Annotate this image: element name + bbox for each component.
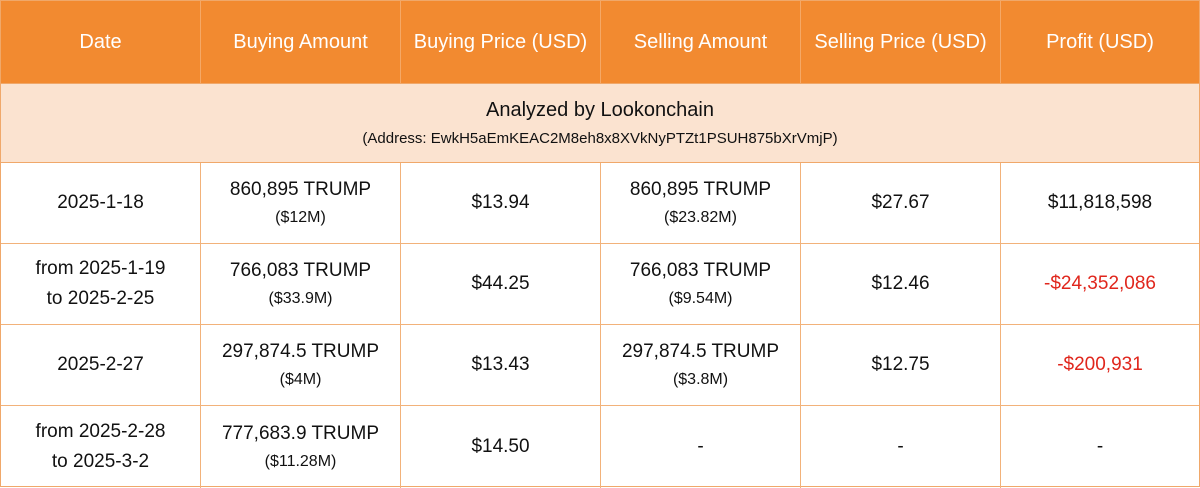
date-cell: from 2025-1-19 to 2025-2-25	[1, 244, 201, 324]
profit-cell: $11,818,598	[1047, 192, 1153, 213]
buying-amount: 860,895 TRUMP	[229, 179, 372, 200]
header-profit: Profit (USD)	[1046, 30, 1154, 53]
buying-price-cell: $13.43	[401, 325, 601, 405]
date-cell: 2025-1-18	[1, 163, 201, 243]
header-date: Date	[1, 1, 201, 83]
wallet-address: (Address: EwkH5aEmKEAC2M8eh8x8XVkNyPTZt1…	[362, 130, 838, 147]
date-line-2: to 2025-2-25	[46, 288, 155, 309]
header-buying-price: Buying Price (USD)	[401, 1, 601, 83]
date-line-2: to 2025-3-2	[51, 451, 150, 472]
selling-price-cell: $12.46	[801, 244, 1001, 324]
analysis-banner: Analyzed by Lookonchain (Address: EwkH5a…	[1, 83, 1199, 163]
header-selling-amount: Selling Amount	[601, 1, 801, 83]
buying-amount: 766,083 TRUMP	[229, 260, 372, 281]
date-cell: from 2025-2-28 to 2025-3-2	[1, 406, 201, 488]
buying-price-cell: $13.94	[401, 163, 601, 243]
selling-amount-cell: -	[601, 406, 801, 488]
selling-usd: ($3.8M)	[672, 371, 729, 388]
table-row: 2025-1-18 860,895 TRUMP ($12M) $13.94 86…	[1, 163, 1199, 244]
buying-usd: ($12M)	[275, 209, 326, 226]
table-row: from 2025-2-28 to 2025-3-2 777,683.9 TRU…	[1, 406, 1199, 488]
table-header: Date Buying Amount Buying Price (USD) Se…	[1, 1, 1199, 83]
buying-usd: ($4M)	[279, 371, 322, 388]
header-buying-amount: Buying Amount	[201, 1, 401, 83]
buying-amount: 777,683.9 TRUMP	[221, 423, 379, 444]
buying-price-cell: $14.50	[401, 406, 601, 488]
selling-usd: ($23.82M)	[664, 209, 737, 226]
banner-title: Analyzed by Lookonchain	[486, 99, 714, 121]
buying-amount: 297,874.5 TRUMP	[221, 341, 379, 362]
selling-usd: ($9.54M)	[668, 290, 733, 307]
buying-amount-cell: 297,874.5 TRUMP ($4M)	[201, 325, 401, 405]
profit-cell: -$24,352,086	[1044, 273, 1156, 294]
selling-amount-cell: 860,895 TRUMP ($23.82M)	[601, 163, 801, 243]
selling-amount: 860,895 TRUMP	[629, 179, 772, 200]
selling-price-cell: -	[801, 406, 1001, 488]
date-line-1: from 2025-1-19	[35, 258, 166, 279]
selling-amount-cell: 297,874.5 TRUMP ($3.8M)	[601, 325, 801, 405]
table-row: 2025-2-27 297,874.5 TRUMP ($4M) $13.43 2…	[1, 325, 1199, 406]
buying-usd: ($11.28M)	[264, 453, 337, 470]
selling-price-cell: $27.67	[801, 163, 1001, 243]
buying-price-cell: $44.25	[401, 244, 601, 324]
buying-amount-cell: 777,683.9 TRUMP ($11.28M)	[201, 406, 401, 488]
date-line-1: 2025-1-18	[57, 192, 144, 213]
date-line-1: from 2025-2-28	[35, 421, 166, 442]
selling-amount: 297,874.5 TRUMP	[621, 341, 779, 362]
date-line-1: 2025-2-27	[57, 354, 144, 375]
profit-cell: -$200,931	[1057, 354, 1143, 375]
date-cell: 2025-2-27	[1, 325, 201, 405]
buying-usd: ($33.9M)	[268, 290, 333, 307]
buying-amount-cell: 860,895 TRUMP ($12M)	[201, 163, 401, 243]
selling-amount-cell: 766,083 TRUMP ($9.54M)	[601, 244, 801, 324]
profit-cell: -	[1096, 436, 1104, 457]
selling-price-cell: $12.75	[801, 325, 1001, 405]
selling-amount: 766,083 TRUMP	[629, 260, 772, 281]
header-selling-price: Selling Price (USD)	[801, 1, 1001, 83]
table-row: from 2025-1-19 to 2025-2-25 766,083 TRUM…	[1, 244, 1199, 325]
buying-amount-cell: 766,083 TRUMP ($33.9M)	[201, 244, 401, 324]
